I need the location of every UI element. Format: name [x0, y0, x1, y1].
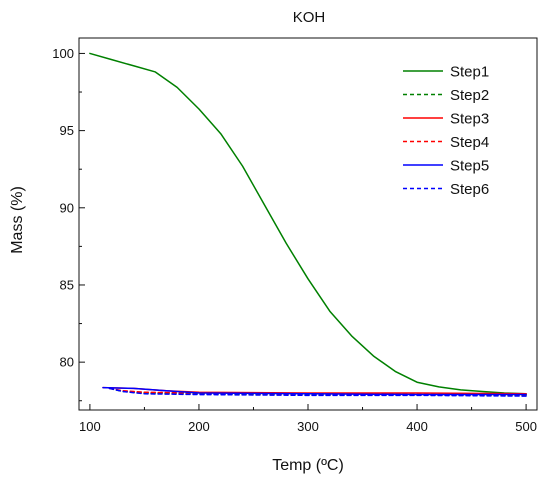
axis-layer: 100 200 300 400 500 80 85 90 95 100: [52, 37, 538, 434]
legend-label-step4: Step4: [450, 134, 489, 151]
legend-label-step6: Step6: [450, 181, 489, 198]
y-axis-label: Mass (%): [9, 186, 26, 254]
series-layer: [89, 52, 527, 397]
y-tick-label: 80: [60, 355, 74, 370]
legend-item-step3: Step3: [403, 111, 489, 128]
series-line-step5: [102, 386, 527, 396]
x-tick-label: 300: [297, 419, 319, 434]
chart-title: KOH: [293, 9, 326, 26]
series-line-step1: [89, 52, 527, 395]
legend-item-step6: Step6: [403, 181, 489, 198]
legend-item-step5: Step5: [403, 158, 489, 175]
legend-item-step1: Step1: [403, 64, 489, 81]
x-axis-label: Temp (ºC): [272, 457, 344, 474]
legend-item-step4: Step4: [403, 134, 489, 151]
y-tick-label: 95: [60, 123, 74, 138]
x-tick-label: 500: [515, 419, 537, 434]
legend-label-step3: Step3: [450, 111, 489, 128]
y-tick-label: 85: [60, 277, 74, 292]
x-tick-label: 200: [188, 419, 210, 434]
x-tick-label: 400: [406, 419, 428, 434]
y-tick-label: 100: [52, 46, 74, 61]
legend-item-step2: Step2: [403, 87, 489, 104]
x-tick-label: 100: [79, 419, 101, 434]
legend: Step1 Step2 Step3 Step4 Step5 Step6: [403, 64, 489, 198]
series-line-step6: [108, 387, 527, 397]
y-tick-label: 90: [60, 200, 74, 215]
legend-label-step5: Step5: [450, 158, 489, 175]
legend-label-step1: Step1: [450, 64, 489, 81]
legend-label-step2: Step2: [450, 87, 489, 104]
